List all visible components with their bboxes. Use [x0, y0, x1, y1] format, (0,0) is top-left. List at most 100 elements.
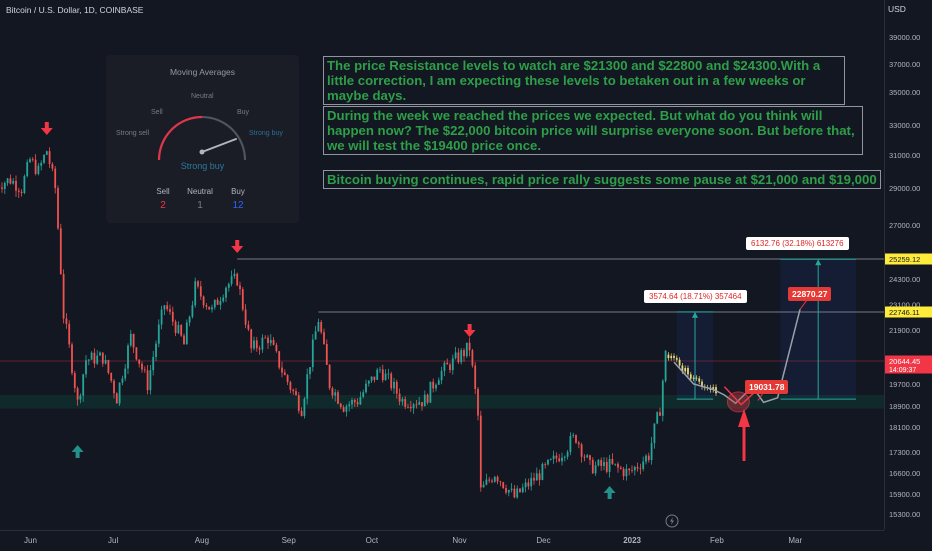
candle — [466, 343, 468, 356]
candle — [1, 187, 3, 189]
time-tick: Oct — [366, 536, 378, 545]
candle — [656, 412, 658, 423]
candle — [472, 350, 474, 365]
price-tick: 37000.00 — [889, 60, 920, 69]
price-tick: 15300.00 — [889, 510, 920, 519]
candle — [628, 469, 630, 470]
candle — [88, 360, 90, 361]
projected-candle — [676, 358, 678, 360]
candle — [169, 309, 171, 312]
support-zone[interactable] — [0, 395, 884, 409]
candle — [273, 340, 275, 345]
candle — [623, 469, 625, 477]
candle — [631, 470, 633, 471]
buy-arrow-dec[interactable] — [604, 486, 616, 499]
candle — [365, 384, 367, 393]
time-tick: Nov — [452, 536, 466, 545]
candle — [581, 444, 583, 456]
candle — [500, 481, 502, 482]
candle — [326, 344, 328, 365]
candle — [561, 458, 563, 462]
candle — [161, 309, 163, 324]
candle — [334, 392, 336, 395]
candle — [620, 468, 622, 469]
price-label-target[interactable]: 22870.27 — [788, 287, 831, 301]
sell-arrow-aug[interactable] — [231, 240, 243, 253]
candle — [124, 369, 126, 379]
price-tick: 21900.00 — [889, 326, 920, 335]
candle — [15, 181, 17, 191]
candle — [214, 300, 216, 307]
candle — [458, 352, 460, 362]
candle — [354, 400, 356, 402]
candle — [550, 459, 552, 460]
candle — [24, 176, 26, 193]
candle — [491, 481, 493, 482]
candle — [43, 155, 45, 163]
gauge-neutral: Neutral — [191, 93, 214, 100]
symbol-title[interactable]: Bitcoin / U.S. Dollar, 1D, COINBASE — [6, 5, 143, 15]
candle — [94, 353, 96, 364]
sell-arrow-nov[interactable] — [464, 324, 476, 337]
candle — [536, 473, 538, 480]
candle — [438, 380, 440, 385]
candle — [337, 392, 339, 403]
measure-label-2[interactable]: 6132.76 (32.18%) 613276 — [746, 237, 849, 250]
candle — [362, 392, 364, 397]
annotation-resistance-levels[interactable]: The price Resistance levels to watch are… — [323, 56, 845, 105]
candle — [180, 325, 182, 336]
buy-arrow-jun[interactable] — [72, 445, 84, 458]
projected-candle — [684, 368, 686, 371]
candle — [455, 352, 457, 358]
candle — [634, 467, 636, 470]
candle — [505, 488, 507, 493]
candle — [665, 351, 667, 381]
candle — [654, 424, 656, 444]
candle — [606, 462, 608, 472]
price-label-support[interactable]: 19031.78 — [745, 380, 788, 394]
measure-label-1[interactable]: 3574.64 (18.71%) 357464 — [644, 290, 747, 303]
candle — [564, 457, 566, 458]
candle — [284, 372, 286, 375]
candle — [502, 482, 504, 488]
time-tick: Aug — [195, 536, 209, 545]
moving-averages-widget[interactable]: Moving Averages Neutral Sell Buy Strong … — [106, 55, 299, 223]
sell-arrow-jun[interactable] — [41, 122, 53, 135]
candle — [589, 455, 591, 460]
price-tick: 16600.00 — [889, 469, 920, 478]
annotation-buying-continues[interactable]: Bitcoin buying continues, rapid price ra… — [323, 170, 881, 189]
time-tick: Dec — [536, 536, 550, 545]
candle — [63, 274, 65, 318]
candle — [99, 352, 101, 355]
candle — [267, 338, 269, 343]
candle — [175, 322, 177, 333]
candle — [281, 368, 283, 373]
projected-candle — [693, 378, 695, 379]
candle — [570, 436, 572, 452]
candle — [105, 360, 107, 364]
candle — [158, 325, 160, 344]
candle — [178, 325, 180, 333]
price-tick: 18100.00 — [889, 423, 920, 432]
time-tick: Jul — [108, 536, 118, 545]
candle — [85, 360, 87, 374]
candle — [80, 396, 82, 400]
gauge-sell: Sell — [151, 109, 163, 116]
candle — [444, 363, 446, 371]
candle — [12, 181, 14, 184]
annotation-weekly-outlook[interactable]: During the week we reached the prices we… — [323, 106, 863, 155]
candle — [192, 305, 194, 316]
candle — [637, 467, 639, 469]
price-tick: 35000.00 — [889, 88, 920, 97]
candle — [547, 460, 549, 465]
candle — [74, 373, 76, 388]
candle — [96, 356, 98, 364]
candle — [306, 374, 308, 399]
price-tick: 33000.00 — [889, 121, 920, 130]
candle — [474, 366, 476, 389]
candle — [598, 460, 600, 465]
candle — [35, 160, 37, 174]
candle — [309, 367, 311, 374]
